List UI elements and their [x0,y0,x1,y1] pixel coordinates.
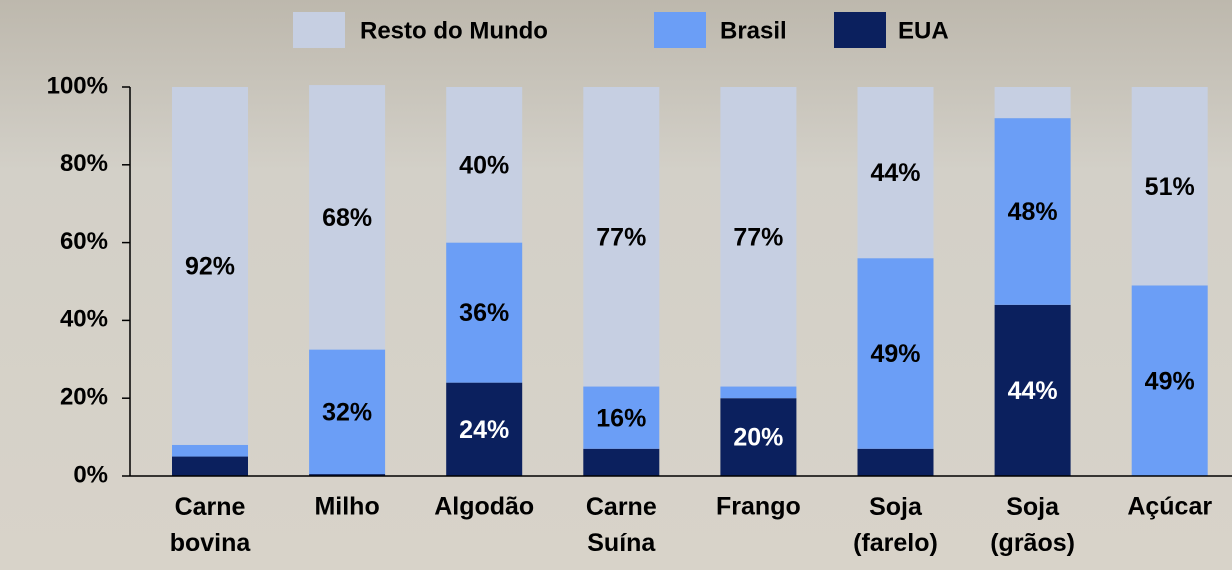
data-label: 48% [1008,198,1058,226]
data-label: 49% [1145,367,1195,395]
data-label: 36% [459,299,509,327]
legend-label: Brasil [720,17,787,44]
y-tick-label: 20% [60,384,108,411]
y-tick-label: 60% [60,228,108,255]
data-label: 49% [870,340,920,368]
x-tick-label: Frango [716,493,801,521]
data-label: 32% [322,398,372,426]
x-tick-label: Açúcar [1127,493,1212,521]
bar-segment [583,449,659,476]
page: {"chart_data": {"type": "stacked-bar", "… [0,0,1232,570]
data-label: 44% [1008,377,1058,405]
data-label: 92% [185,253,235,281]
y-tick-label: 100% [47,72,108,99]
bar-segment [995,87,1071,118]
legend-label: Resto do Mundo [360,17,548,44]
data-label: 20% [733,424,783,452]
bar-segment [720,387,796,399]
data-label: 77% [733,223,783,251]
bar-segment [172,457,248,476]
x-tick-label: Algodão [434,493,534,521]
data-label: 24% [459,416,509,444]
chart: 0% 20% 40% 60% 80% 100% Resto do Mundo Brasil EU… [0,0,1232,570]
bar-segment [858,449,934,476]
data-label: 77% [596,223,646,251]
x-tick-label: Milho [314,493,379,521]
legend-swatch [654,12,706,48]
data-label: 51% [1145,173,1195,201]
data-label: 44% [870,159,920,187]
bar-segment [172,445,248,457]
y-tick-label: 0% [73,461,108,488]
legend-label: EUA [898,17,949,44]
legend-swatch [293,12,345,48]
data-label: 68% [322,204,372,232]
data-label: 16% [596,404,646,432]
y-tick-label: 40% [60,306,108,333]
data-label: 40% [459,151,509,179]
legend-swatch [834,12,886,48]
y-tick-label: 80% [60,150,108,177]
